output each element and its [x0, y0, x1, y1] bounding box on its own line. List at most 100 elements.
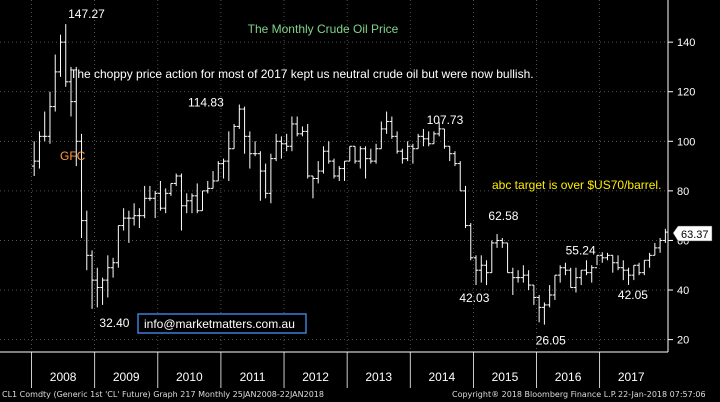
price-annotation: 107.73	[427, 113, 464, 127]
ohlc-bar	[542, 302, 547, 325]
ohlc-bar	[184, 193, 190, 214]
ohlc-bar	[647, 252, 652, 268]
ohlc-bar	[31, 141, 37, 176]
ohlc-bar	[405, 141, 411, 162]
ohlc-bar	[452, 151, 458, 167]
ohlc-bar	[610, 254, 616, 273]
x-tick-label: 2009	[113, 370, 140, 384]
ohlc-bar	[79, 133, 84, 238]
ohlc-bar	[58, 34, 63, 77]
ohlc-bar	[442, 128, 447, 149]
ohlc-bar	[657, 237, 663, 253]
ohlc-bar	[620, 260, 626, 281]
ohlc-bar	[520, 265, 526, 283]
ohlc-bar	[568, 267, 574, 289]
ohlc-bar	[189, 193, 195, 214]
price-annotation: 42.05	[618, 288, 648, 302]
ohlc-bar	[294, 116, 300, 137]
ohlc-bar	[421, 128, 426, 147]
ohlc-bar	[626, 267, 631, 285]
ohlc-bar	[168, 182, 174, 196]
ohlc-bar	[100, 277, 105, 305]
ohlc-bar	[631, 264, 637, 281]
ohlc-bar	[68, 66, 74, 117]
ohlc-bar	[242, 106, 247, 154]
contact-link[interactable]: info@marketmatters.com.au	[137, 313, 307, 334]
ohlc-bar	[300, 126, 305, 137]
ohlc-bar	[247, 131, 253, 169]
ohlc-bar	[557, 265, 563, 283]
ohlc-bar	[594, 254, 600, 269]
price-annotation: 26.05	[536, 334, 566, 348]
ohlc-bar	[63, 24, 69, 87]
target-note: abc target is over $US70/barrel.	[492, 178, 661, 192]
ohlc-bar	[357, 146, 363, 169]
price-annotation: 147.27	[68, 7, 105, 21]
ohlc-bar	[352, 145, 358, 164]
y-tick-label: 20	[677, 335, 689, 347]
ohlc-bar	[147, 185, 153, 201]
ohlc-bar	[89, 250, 95, 309]
ohlc-bar	[531, 284, 537, 305]
ohlc-bar	[526, 270, 531, 291]
ohlc-bar	[163, 188, 169, 214]
contact-link-text[interactable]: info@marketmatters.com.au	[144, 317, 295, 331]
ohlc-bar	[415, 133, 421, 150]
y-tick-label: 120	[677, 87, 695, 99]
price-annotation: 55.24	[566, 243, 596, 257]
ohlc-bar	[389, 116, 395, 139]
ohlc-bar	[436, 122, 442, 137]
x-tick-label: 2017	[618, 370, 645, 384]
ohlc-bar	[347, 145, 353, 162]
ohlc-bar	[179, 173, 184, 231]
ohlc-bar	[589, 265, 595, 283]
y-tick-label: 100	[677, 136, 695, 148]
x-tick-label: 2012	[302, 370, 329, 384]
ohlc-bar	[400, 148, 405, 164]
price-annotation: 42.03	[459, 291, 489, 305]
ohlc-bar	[331, 158, 337, 179]
ohlc-bar	[584, 260, 589, 276]
x-tick-label: 2015	[492, 370, 519, 384]
x-tick-label: 2014	[428, 370, 455, 384]
ohlc-bar	[489, 240, 495, 274]
y-tick-label: 140	[677, 37, 695, 49]
footer-security: CL1 Comdty (Generic 1st 'CL' Future) Gra…	[2, 390, 324, 399]
ohlc-bar	[378, 121, 384, 150]
ohlc-bar	[363, 146, 368, 179]
ohlc-bar	[263, 163, 268, 199]
ohlc-bar	[73, 66, 79, 167]
y-tick-label: 80	[677, 186, 689, 198]
last-price-tag: 63.37	[672, 225, 713, 242]
ohlc-bar	[152, 190, 158, 219]
x-axis: 2008 2009 2010 2011 2012 2013 2014 2015 2016 2017	[0, 351, 668, 388]
ohlc-bar	[447, 145, 453, 162]
ohlc-bar	[499, 237, 505, 248]
ohlc-bar	[510, 267, 516, 295]
x-tick-label: 2010	[176, 370, 203, 384]
footer-copyright: Copyright® 2018 Bloomberg Finance L.P.	[452, 390, 617, 399]
price-annotations: 147.27 32.40 114.83 107.73 62.58 42.03 26.05 55…	[68, 7, 648, 347]
x-tick-label: 2016	[555, 370, 582, 384]
ohlc-bar	[505, 242, 510, 274]
ohlc-bar	[115, 225, 121, 268]
ohlc-bar	[105, 255, 111, 298]
ohlc-bar	[279, 136, 284, 159]
ohlc-bar	[205, 180, 211, 194]
ohlc-bar	[142, 185, 148, 219]
ohlc-bar	[342, 160, 347, 181]
ohlc-bar	[210, 171, 216, 189]
price-bars	[31, 24, 668, 325]
ohlc-bar	[431, 131, 437, 145]
price-annotation: 114.83	[188, 96, 224, 110]
ohlc-bar	[252, 141, 258, 157]
x-tick-label: 2008	[50, 370, 77, 384]
ohlc-bar	[315, 161, 321, 184]
ohlc-bar	[563, 262, 568, 276]
ohlc-bar	[336, 166, 342, 181]
ohlc-bar	[110, 257, 116, 278]
ohlc-bar	[221, 158, 226, 179]
ohlc-bar	[284, 133, 290, 152]
price-annotation: 32.40	[99, 316, 129, 330]
ohlc-bar	[173, 173, 179, 186]
